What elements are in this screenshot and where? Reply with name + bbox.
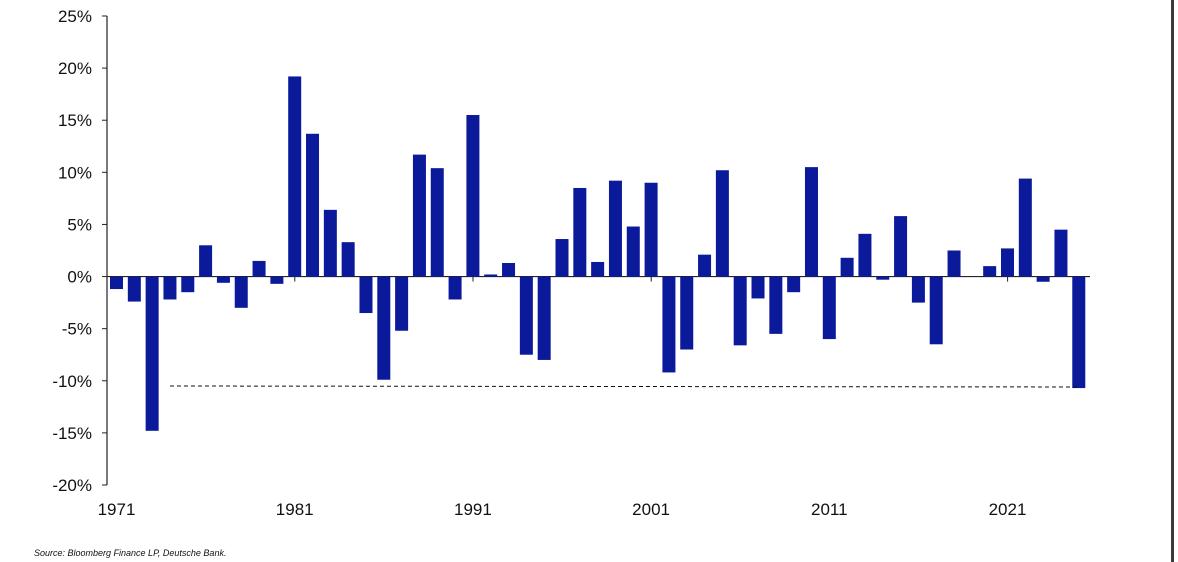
bar	[306, 133, 320, 277]
bar	[377, 276, 391, 380]
right-border	[1171, 0, 1174, 562]
y-tick-label: -20%	[52, 476, 92, 495]
bar	[787, 276, 801, 293]
y-tick-label: 25%	[58, 7, 92, 26]
bar	[573, 187, 587, 277]
bar	[127, 276, 141, 302]
bar	[1036, 276, 1050, 282]
bar	[840, 257, 854, 277]
bar	[858, 233, 872, 277]
bar	[929, 276, 943, 345]
bar	[216, 276, 230, 283]
y-axis: 25% 20% 15% 10% 5% 0% -5% -10% -15% -20%	[52, 7, 108, 495]
bar	[270, 276, 284, 284]
bar	[555, 239, 569, 277]
reference-line-group	[169, 385, 1079, 388]
reference-line	[169, 385, 1079, 388]
bar	[876, 276, 890, 280]
x-tick-label: 1971	[98, 500, 136, 519]
bar	[502, 263, 516, 277]
x-tick-label: 2011	[811, 500, 848, 519]
bar	[804, 167, 818, 277]
bar	[769, 276, 783, 334]
bar	[199, 245, 213, 277]
bar	[1072, 276, 1086, 389]
bar	[751, 276, 765, 299]
bar	[680, 276, 694, 350]
bar	[822, 276, 836, 340]
bar	[1054, 229, 1068, 277]
bar	[430, 168, 444, 277]
bar	[1018, 178, 1032, 277]
y-tick-label: 10%	[58, 163, 92, 182]
x-tick-label: 2001	[632, 500, 670, 519]
bars	[110, 76, 1086, 431]
bar	[894, 216, 908, 277]
bar	[252, 260, 266, 277]
bar	[234, 276, 248, 308]
y-tick-label: -15%	[52, 424, 92, 443]
bar	[733, 276, 747, 346]
y-tick-label: 15%	[58, 111, 92, 130]
x-tick-label: 1991	[454, 500, 492, 519]
bar	[448, 276, 462, 300]
bar	[983, 266, 997, 277]
bar	[911, 276, 925, 303]
x-tick-label: 1981	[276, 500, 314, 519]
bar	[412, 154, 426, 277]
source-note: Source: Bloomberg Finance LP, Deutsche B…	[34, 548, 227, 558]
bar	[698, 254, 712, 277]
bar	[1001, 248, 1014, 277]
bar	[288, 76, 302, 277]
bar	[519, 276, 533, 355]
y-tick-label: 20%	[58, 59, 92, 78]
bar	[947, 250, 961, 277]
x-tick-label: 2021	[989, 500, 1027, 519]
bar	[359, 276, 373, 314]
bar	[181, 276, 195, 293]
bar	[341, 242, 355, 277]
y-tick-label: -10%	[52, 372, 92, 391]
bar	[591, 261, 605, 277]
bar	[466, 115, 480, 277]
bar	[626, 226, 640, 277]
bar	[110, 276, 123, 290]
bar	[608, 180, 622, 277]
y-tick-label: 5%	[67, 215, 92, 234]
bar	[644, 182, 658, 277]
bar	[662, 276, 676, 373]
bar	[145, 276, 159, 431]
bar	[395, 276, 409, 331]
bar	[537, 276, 551, 360]
bar	[323, 209, 337, 277]
bar	[484, 274, 498, 277]
y-tick-label: 0%	[67, 268, 92, 287]
bar	[715, 170, 729, 277]
bar	[163, 276, 177, 300]
y-tick-label: -5%	[62, 320, 92, 339]
